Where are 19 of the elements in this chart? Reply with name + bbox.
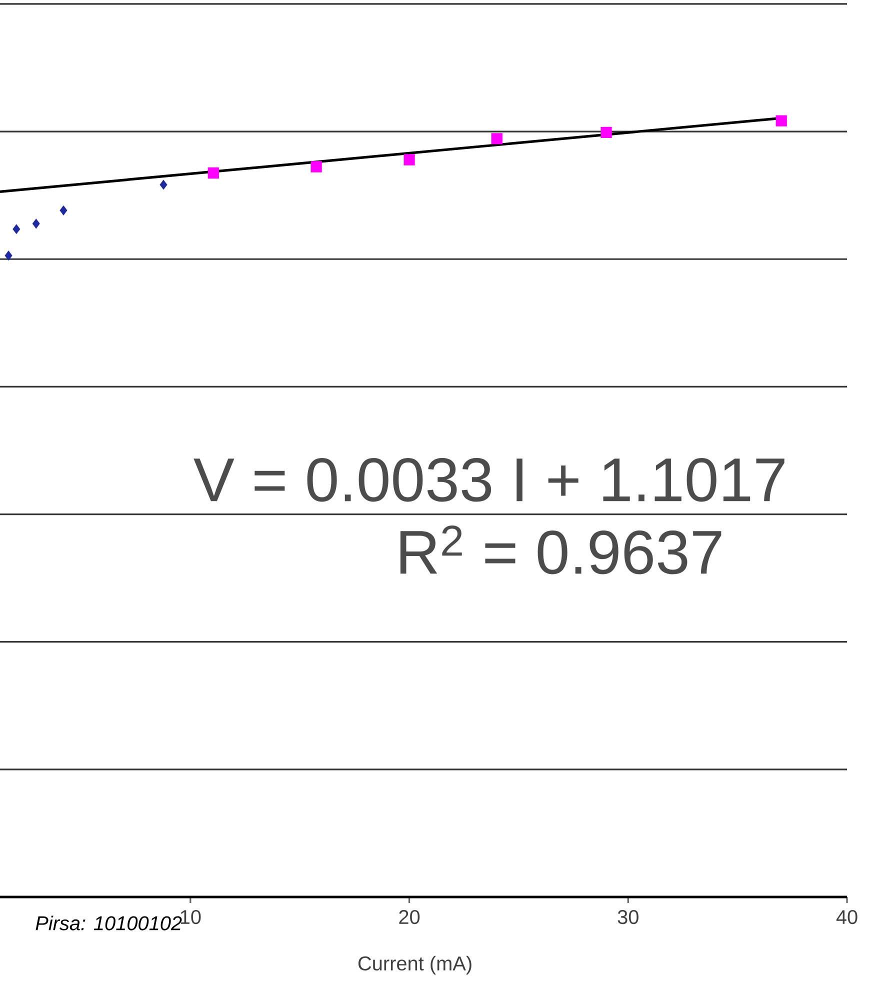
annotation: V = 0.0033 I + 1.1017 bbox=[194, 458, 784, 502]
point bbox=[4, 250, 12, 260]
point bbox=[32, 218, 40, 228]
point bbox=[208, 167, 219, 179]
point bbox=[491, 133, 502, 144]
annotation: R$^{2}$ = 0.9637 bbox=[400, 525, 722, 574]
point bbox=[160, 180, 168, 190]
x-tick-label: 20 bbox=[399, 910, 420, 924]
point bbox=[60, 206, 68, 216]
point bbox=[310, 161, 322, 172]
point bbox=[12, 224, 20, 234]
point bbox=[600, 126, 612, 138]
x-tick-label: 10 bbox=[180, 910, 201, 924]
x-tick-label: 30 bbox=[618, 910, 638, 924]
point bbox=[776, 115, 787, 126]
x-axis-title: Current (mA) bbox=[358, 956, 472, 974]
point bbox=[404, 154, 415, 166]
text: Pirsa: 10100102 bbox=[36, 916, 182, 930]
x-tick-label: 40 bbox=[836, 910, 858, 924]
